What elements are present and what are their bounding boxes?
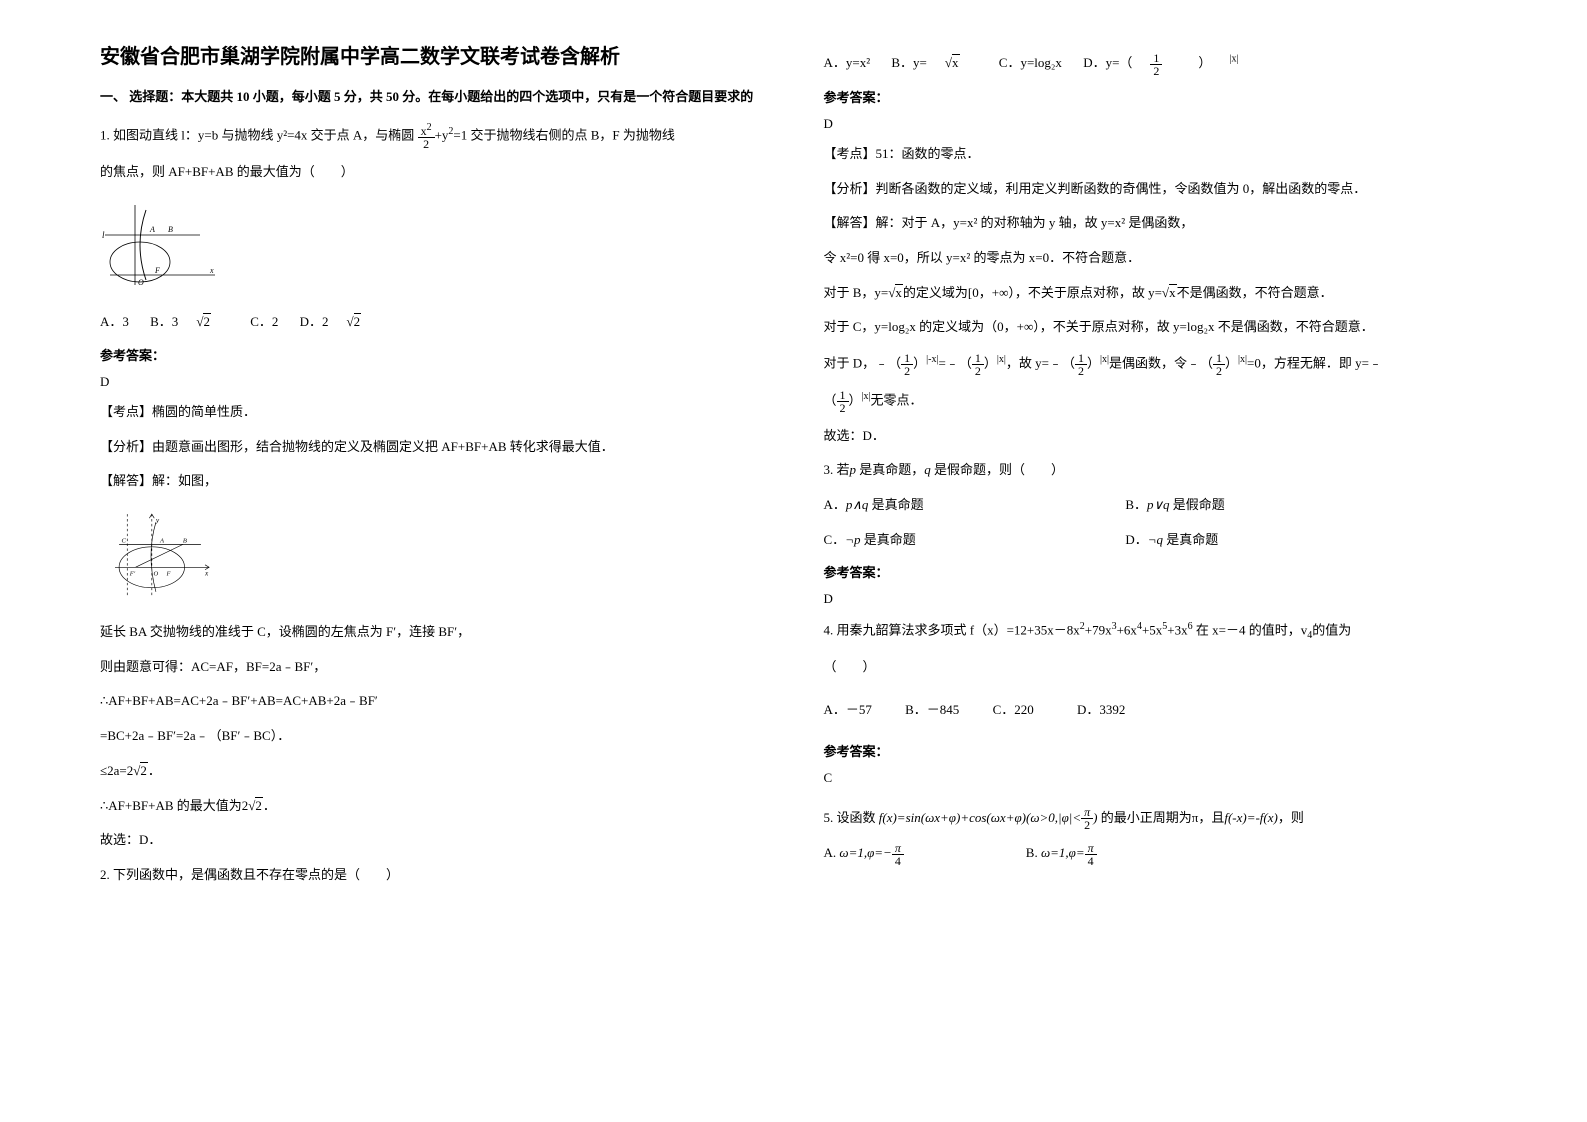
frac-den-2: 2: [418, 138, 435, 150]
q1-optD: D．2√2: [300, 314, 380, 329]
q2-stem: 2. 下列函数中，是偶函数且不存在零点的是（ ）: [100, 863, 764, 888]
q1-kd: 【考点】椭圆的简单性质．: [100, 400, 764, 425]
svg-text:F′: F′: [129, 571, 136, 578]
svg-text:F: F: [166, 571, 172, 578]
q4-optC: C．220: [993, 702, 1034, 717]
svg-text:A: A: [149, 225, 155, 234]
q2-s4: 对于 D，﹣（12）|-x|=﹣（12）|x|，故 y=﹣（12）|x|是偶函数…: [824, 350, 1488, 377]
q1-s3: ∴AF+BF+AB=AC+2a﹣BF′+AB=AC+AB+2a﹣BF′: [100, 689, 764, 714]
q1-optC: C．2: [250, 314, 278, 329]
q4-paren: （ ）: [824, 655, 1488, 680]
svg-text:A: A: [159, 538, 165, 545]
q1-figure: l A B O F x: [100, 200, 220, 290]
svg-text:l: l: [102, 230, 105, 240]
q1-options: A．3 B．3√2 C．2 D．2√2: [100, 310, 764, 335]
q1-optB: B．3√2: [150, 314, 229, 329]
q3-opts-row2: C．¬p 是真命题 D．¬q 是真命题: [824, 528, 1488, 553]
q1-s7: 故选：D．: [100, 828, 764, 853]
q1-solution-figure: y x O F F′ C A B: [100, 510, 220, 600]
q2-s2: 对于 B，y=√x的定义域为[0，+∞），不关于原点对称，故 y=√x不是偶函数…: [824, 281, 1488, 306]
svg-text:B: B: [168, 225, 173, 234]
q1-s6: ∴AF+BF+AB 的最大值为2√2．: [100, 794, 764, 819]
frac-num-sup: 2: [427, 122, 432, 133]
q2-fx: 【分析】判断各函数的定义域，利用定义判断函数的奇偶性，令函数值为 0，解出函数的…: [824, 177, 1488, 202]
q2-s5: （12）|x|无零点．: [824, 387, 1488, 414]
q4-ans: C: [824, 770, 1488, 786]
q1-fx: 【分析】由题意画出图形，结合抛物线的定义及椭圆定义把 AF+BF+AB 转化求得…: [100, 435, 764, 460]
q2-optC: C．y=log₂x: [999, 55, 1062, 70]
q2-optA: A．y=x²: [824, 55, 871, 70]
q2-jd: 【解答】解：对于 A，y=x² 的对称轴为 y 轴，故 y=x² 是偶函数，: [824, 211, 1488, 236]
svg-text:y: y: [155, 515, 160, 524]
q1-y2: +y: [435, 127, 449, 142]
q3-stem: 3. 若p 是真命题，q 是假命题，则（ ）: [824, 458, 1488, 483]
q2-optB: B．y=√x: [891, 55, 977, 70]
svg-text:x: x: [204, 569, 209, 578]
q1-stem: 1. 如图动直线 l：y=b 与抛物线 y²=4x 交于点 A，与椭圆 x2 2…: [100, 122, 764, 150]
section-1-head: 一、 选择题：本大题共 10 小题，每小题 5 分，共 50 分。在每小题给出的…: [100, 87, 764, 108]
q2-ans-label: 参考答案：: [824, 87, 1488, 106]
q2-s1: 令 x²=0 得 x=0，所以 y=x² 的零点为 x=0．不符合题意．: [824, 246, 1488, 271]
q4-ans-label: 参考答案：: [824, 741, 1488, 760]
q4-stem: 4. 用秦九韶算法求多项式 f（x）=12+35x－8x2+79x3+6x4+5…: [824, 617, 1488, 645]
q1-optA: A．3: [100, 314, 129, 329]
q1-ellipse-frac: x2 2: [418, 123, 435, 150]
svg-text:O: O: [153, 571, 158, 578]
q1-s1: 延长 BA 交抛物线的准线于 C，设椭圆的左焦点为 F′，连接 BF′，: [100, 620, 764, 645]
q4-optA: A．－57: [824, 702, 872, 717]
q1-stem-b: 交于抛物线右侧的点 B，F 为抛物线: [471, 127, 675, 142]
q5-stem: 5. 设函数 f(x)=sin(ωx+φ)+cos(ωx+φ)(ω>0,|φ|<…: [824, 806, 1488, 832]
q4-optB: B．－845: [905, 702, 959, 717]
svg-text:B: B: [183, 538, 187, 545]
q1-jd: 【解答】解：如图，: [100, 469, 764, 494]
q2-s3: 对于 C，y=log₂x 的定义域为（0，+∞），不关于原点对称，故 y=log…: [824, 315, 1488, 340]
q4-optD: D．3392: [1077, 702, 1125, 717]
q2-kd: 【考点】51：函数的零点．: [824, 142, 1488, 167]
svg-text:O: O: [138, 278, 144, 287]
svg-text:C: C: [122, 538, 127, 545]
q3-opts-row1: A．p∧q 是真命题 B．p∨q 是假命题: [824, 493, 1488, 518]
q2-options: A．y=x² B．y=√x C．y=log₂x D．y=（12）|x|: [824, 50, 1488, 77]
q2-s6: 故选：D．: [824, 424, 1488, 449]
q1-eq1: =1: [453, 127, 467, 142]
q1-s2: 则由题意可得：AC=AF，BF=2a﹣BF′，: [100, 655, 764, 680]
q1-ans: D: [100, 374, 764, 390]
svg-text:F: F: [154, 266, 160, 275]
q4-options: A．－57 B．－845 C．220 D．3392: [824, 698, 1488, 723]
q1-s5: ≤2a=2√2．: [100, 759, 764, 784]
q1-s4: =BC+2a﹣BF′=2a﹣（BF′﹣BC）．: [100, 724, 764, 749]
q1-stem-c: 的焦点，则 AF+BF+AB 的最大值为（ ）: [100, 160, 764, 185]
q2-optD: D．y=（12）|x|: [1083, 55, 1238, 70]
q2-ans: D: [824, 116, 1488, 132]
doc-title: 安徽省合肥市巢湖学院附属中学高二数学文联考试卷含解析: [100, 40, 764, 69]
q3-ans: D: [824, 591, 1488, 607]
q5-opts: A. ω=1,φ=−π4 B. ω=1,φ=π4: [824, 841, 1488, 867]
q3-ans-label: 参考答案：: [824, 562, 1488, 581]
svg-text:x: x: [209, 266, 214, 275]
q1-ans-label: 参考答案：: [100, 345, 764, 364]
q1-stem-a: 1. 如图动直线 l：y=b 与抛物线 y²=4x 交于点 A，与椭圆: [100, 127, 418, 142]
